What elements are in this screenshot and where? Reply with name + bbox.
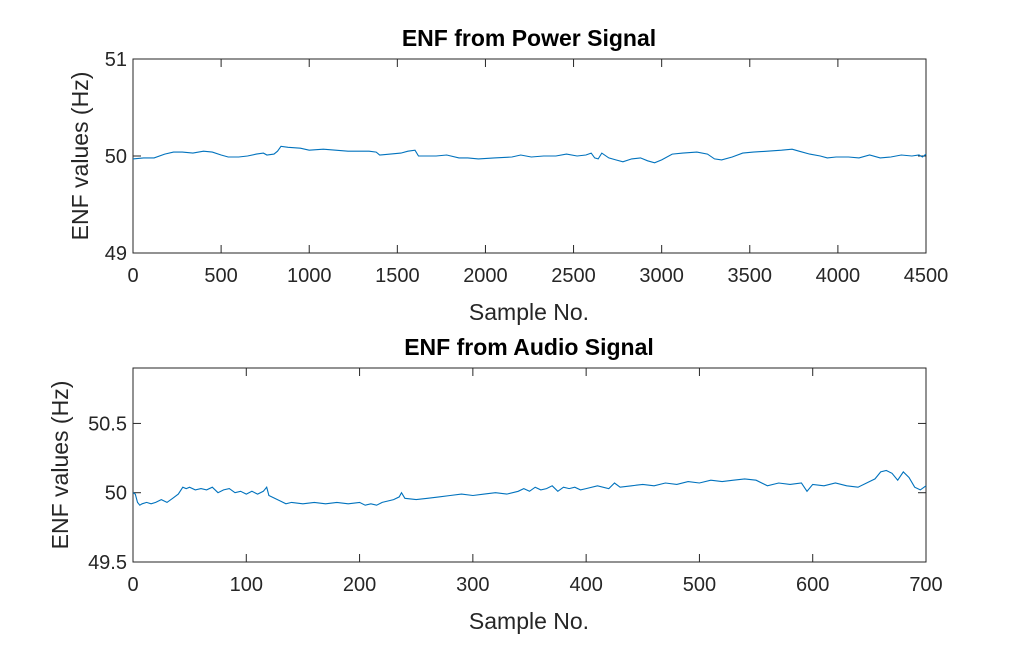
x-tick-label: 3000 <box>639 265 684 287</box>
x-tick-label: 200 <box>343 574 376 596</box>
x-tick-label: 1000 <box>287 265 332 287</box>
x-tick-label: 500 <box>204 265 237 287</box>
x-tick-labels: 0 100 200 300 400 500 600 700 <box>127 368 943 596</box>
x-tick-label: 400 <box>569 574 602 596</box>
y-tick-label: 50 <box>105 146 127 168</box>
x-tick-labels: 0 500 1000 1500 2000 2500 3000 3500 4000 4500 <box>127 59 948 287</box>
y-axis-label: ENF values (Hz) <box>67 72 93 241</box>
y-axis-label: ENF values (Hz) <box>47 381 73 550</box>
x-tick-label: 3500 <box>728 265 773 287</box>
audio-signal-subplot: ENF from Audio Signal 0 100 200 300 400 500 60… <box>47 334 943 634</box>
plot-area <box>132 367 927 563</box>
x-tick-label: 700 <box>909 574 942 596</box>
power-signal-subplot: ENF from Power Signal 0 500 1000 1500 2000 25… <box>67 25 948 325</box>
x-tick-label: 4000 <box>816 265 861 287</box>
x-tick-label: 1500 <box>375 265 420 287</box>
x-tick-label: 2500 <box>551 265 596 287</box>
x-tick-label: 600 <box>796 574 829 596</box>
chart-title: ENF from Audio Signal <box>404 334 654 360</box>
x-tick-label: 300 <box>456 574 489 596</box>
series-line <box>132 145 927 164</box>
y-tick-label: 50.5 <box>88 413 127 435</box>
chart-title: ENF from Power Signal <box>402 25 656 51</box>
x-tick-label: 4500 <box>904 265 949 287</box>
x-tick-label: 0 <box>127 265 138 287</box>
series-line-path <box>132 145 927 164</box>
x-axis-label: Sample No. <box>469 299 589 325</box>
y-tick-labels: 49 50 51 <box>105 49 926 265</box>
x-tick-label: 0 <box>127 574 138 596</box>
x-axis-label: Sample No. <box>469 608 589 634</box>
x-tick-label: 2000 <box>463 265 508 287</box>
y-tick-labels: 49.5 50 50.5 <box>88 413 926 574</box>
y-tick-label: 50 <box>105 483 127 505</box>
x-tick-label: 500 <box>683 574 716 596</box>
series-line-path <box>132 469 927 506</box>
y-tick-label: 49 <box>105 243 127 265</box>
y-tick-label: 49.5 <box>88 552 127 574</box>
series-line <box>132 469 927 506</box>
y-tick-label: 51 <box>105 49 127 71</box>
plot-area <box>132 58 927 254</box>
x-tick-label: 100 <box>230 574 263 596</box>
